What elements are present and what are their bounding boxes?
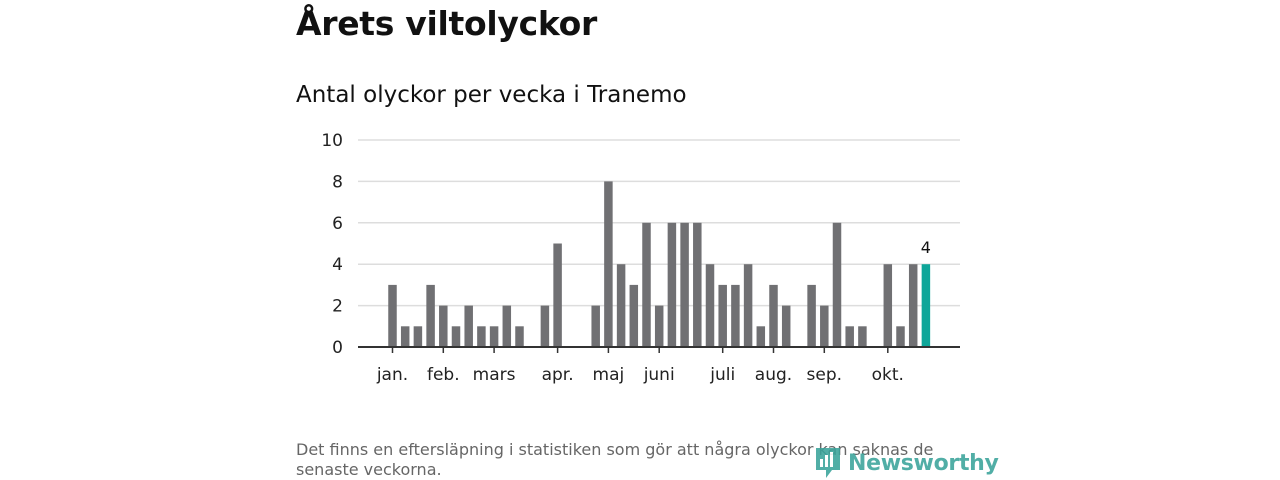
bar <box>388 284 397 347</box>
bar <box>807 284 816 347</box>
newsworthy-logo-text: Newsworthy <box>848 450 999 476</box>
bar <box>908 264 918 347</box>
bar <box>426 284 435 347</box>
x-tick-label: feb. <box>427 365 460 385</box>
bar <box>413 326 423 347</box>
x-tick-label: juni <box>643 365 675 385</box>
bar <box>591 305 600 347</box>
bar <box>439 305 448 347</box>
bar <box>883 264 893 347</box>
bar <box>705 264 715 347</box>
y-tick-label: 10 <box>321 131 343 151</box>
bar <box>769 284 778 347</box>
bar <box>464 305 473 347</box>
bar <box>756 326 766 347</box>
bar <box>477 326 486 347</box>
x-tick-label: jan. <box>376 365 408 385</box>
bar <box>604 181 613 347</box>
bar <box>832 222 842 347</box>
bar <box>553 243 562 347</box>
bar <box>654 305 664 347</box>
y-tick-label: 0 <box>332 338 343 358</box>
x-tick-label: sep. <box>807 365 843 385</box>
bar <box>845 326 854 347</box>
newsworthy-logo: Newsworthy <box>814 446 999 480</box>
data-labels: 4 <box>921 238 931 257</box>
bar-chart: 0 2 4 6 8 10 jan. feb. mars apr. maj juni juli aug. s… <box>321 131 960 385</box>
bar <box>540 305 550 347</box>
x-tick-label: mars <box>473 365 516 385</box>
x-tick-label: juli <box>709 365 735 385</box>
chart-title: Antal olyckor per vecka i Tranemo <box>296 82 687 108</box>
bar <box>489 326 499 347</box>
bar <box>629 284 639 347</box>
bar <box>693 222 702 347</box>
footnote: Det finns en eftersläpning i statistiken… <box>296 440 934 479</box>
bar <box>781 305 791 347</box>
x-tick-label: apr. <box>542 365 574 385</box>
x-tick-label: okt. <box>872 365 904 385</box>
bar <box>743 264 753 347</box>
newsworthy-logo-icon <box>816 448 840 478</box>
x-tick-label: aug. <box>755 365 792 385</box>
highlight-value-label: 4 <box>921 238 931 257</box>
y-axis-ticks: 0 2 4 6 8 10 <box>321 131 343 358</box>
y-tick-label: 8 <box>332 172 343 192</box>
y-tick-label: 2 <box>332 297 343 317</box>
x-axis-ticks: jan. feb. mars apr. maj juni juli aug. sep. okt. <box>376 347 904 385</box>
bar <box>451 326 461 347</box>
bar <box>502 305 512 347</box>
bar <box>616 264 626 347</box>
x-tick-label: maj <box>593 365 625 385</box>
bar <box>642 222 651 347</box>
bar <box>731 284 740 347</box>
gridlines <box>358 139 960 307</box>
bar <box>718 284 727 347</box>
bar <box>667 222 677 347</box>
y-tick-label: 6 <box>332 214 343 234</box>
headline: Årets viltolyckor <box>296 4 597 43</box>
bar <box>680 222 689 347</box>
bar <box>515 326 524 347</box>
bar-highlight <box>921 264 931 347</box>
y-tick-label: 4 <box>332 255 343 275</box>
bars <box>388 181 931 347</box>
bar <box>820 305 829 347</box>
bar <box>400 326 410 347</box>
bar <box>858 326 867 347</box>
bar <box>896 326 905 347</box>
